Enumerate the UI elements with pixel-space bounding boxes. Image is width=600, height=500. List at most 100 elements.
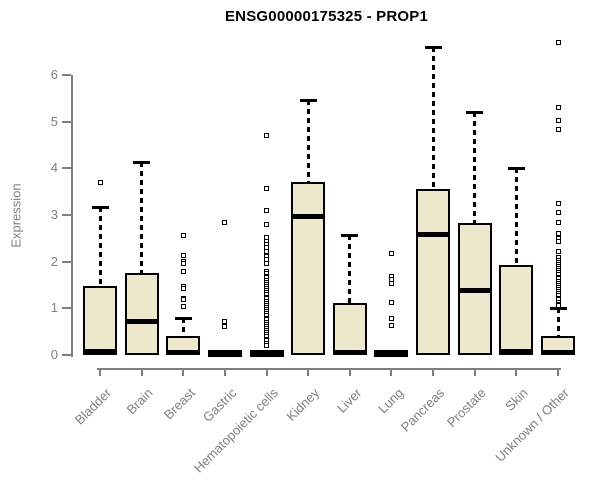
box-skin [499,264,534,355]
median-line [541,349,576,355]
outlier-point [555,104,561,110]
outlier-point [222,220,228,226]
x-axis-tick [307,368,310,376]
median-line [416,231,451,237]
outlier-point [388,315,394,321]
y-tick-label: 4 [50,160,58,176]
x-axis-tick [99,368,101,376]
x-axis-tick [348,368,351,376]
x-category-label: Liver [333,385,365,416]
box-kidney [291,182,326,355]
outlier-point [555,302,561,308]
whisker-line [181,318,185,337]
outlier-point [264,185,270,191]
outlier-point [180,232,186,238]
outlier-point [555,39,561,45]
outlier-point [180,285,186,291]
whisker-cap [424,45,442,49]
x-axis-tick [557,368,560,376]
median-line [457,287,492,293]
whisker-line [431,46,435,190]
outlier-point [555,209,561,215]
whisker-line [514,168,518,265]
outlier-point [264,132,270,138]
x-axis-tick [265,368,268,376]
median-line [166,349,201,355]
y-axis-tick [62,213,71,216]
outlier-point [180,261,186,267]
outlier-point [555,220,561,226]
outlier-point [388,280,394,286]
x-axis-tick [182,368,185,376]
whisker-cap [341,234,359,238]
median-line [124,318,159,324]
x-category-label: Brain [123,385,156,418]
whisker-cap [91,205,109,209]
whisker-cap [549,306,567,310]
whisker-line [140,161,144,273]
median-line [83,348,117,354]
outlier-point [264,207,270,213]
outlier-point [555,126,561,132]
whisker-cap [507,167,525,171]
outlier-point [555,230,561,236]
x-axis-tick [515,368,518,376]
x-axis-line [97,368,562,370]
whisker-cap [299,99,317,103]
median-line [249,350,284,356]
box-liver [332,303,367,355]
outlier-point [555,238,561,244]
outlier-point [388,322,394,328]
median-line [499,349,534,355]
outlier-point [180,269,186,275]
y-axis-tick [62,307,71,310]
x-category-label: Kidney [283,385,323,424]
x-category-label: Lung [374,385,406,417]
outlier-point [555,117,561,123]
outlier-point [555,200,561,206]
x-category-label: Bladder [72,385,115,428]
box-pancreas [416,189,451,355]
whisker-line [98,206,102,286]
outlier-point [264,342,270,348]
y-axis-label: Expression [8,183,24,248]
y-tick-label: 5 [50,113,58,129]
y-axis-tick [62,260,71,263]
y-axis-tick [62,120,71,123]
y-axis-line [71,74,73,357]
x-category-label: Unknown / Other [492,385,573,465]
x-category-label: Pancreas [397,385,448,435]
y-axis-tick [62,354,71,356]
y-axis-tick [62,73,71,76]
x-axis-tick [390,368,393,376]
outlier-point [180,304,186,310]
outlier-point [388,299,394,305]
whisker-line [306,100,310,183]
outlier-point [222,319,228,325]
y-tick-label: 2 [50,253,58,269]
whisker-cap [174,317,192,321]
y-tick-label: 6 [50,66,58,82]
box-brain [124,272,159,355]
median-line [374,350,409,356]
y-axis-tick [62,167,71,170]
outlier-point [264,221,270,227]
y-tick-label: 0 [50,347,58,362]
whisker-line [473,112,477,223]
x-axis-tick [223,368,226,376]
whisker-cap [466,111,484,115]
y-tick-label: 1 [50,300,58,316]
box-bladder [83,285,117,355]
outlier-point [97,179,103,185]
x-category-label: Skin [502,385,531,414]
outlier-point [264,260,270,266]
whisker-line [556,307,560,337]
median-line [332,349,367,355]
x-category-label: Prostate [444,385,490,431]
median-line [291,214,326,220]
outlier-point [555,249,561,255]
outlier-point [222,324,228,330]
median-line [207,350,242,356]
outlier-point [180,297,186,303]
x-axis-tick [140,368,143,376]
